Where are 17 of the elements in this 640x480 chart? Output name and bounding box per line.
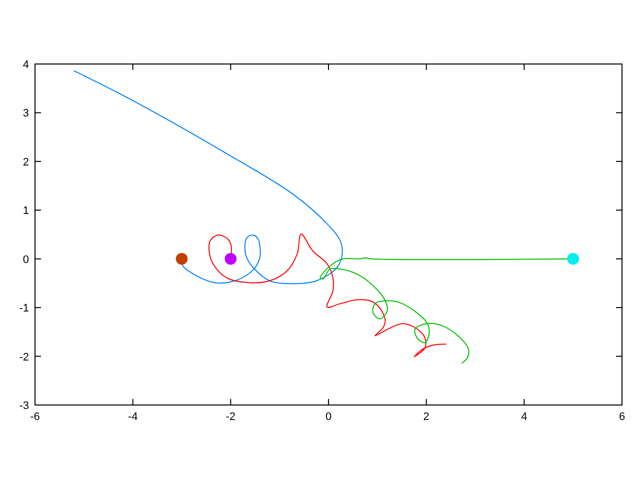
y-tick-label: 0 bbox=[22, 254, 29, 266]
y-tick-label: -3 bbox=[19, 400, 29, 412]
x-tick-label: -4 bbox=[128, 411, 138, 423]
line-series bbox=[74, 70, 343, 284]
y-tick-label: 4 bbox=[22, 59, 29, 71]
x-tick-label: 2 bbox=[423, 411, 430, 423]
y-tick-label: 2 bbox=[22, 156, 29, 168]
x-tick-label: 6 bbox=[618, 411, 626, 423]
y-tick-label: -1 bbox=[19, 302, 29, 315]
y-tick-label: 3 bbox=[22, 108, 29, 120]
line-series bbox=[208, 234, 446, 358]
x-tick-label: 0 bbox=[325, 411, 332, 423]
x-tick-label: -2 bbox=[226, 411, 236, 423]
y-tick-label: -2 bbox=[19, 351, 29, 364]
y-tick-label: 1 bbox=[22, 205, 29, 218]
x-tick-label: -6 bbox=[30, 411, 40, 423]
x-tick-label: 4 bbox=[521, 411, 528, 423]
